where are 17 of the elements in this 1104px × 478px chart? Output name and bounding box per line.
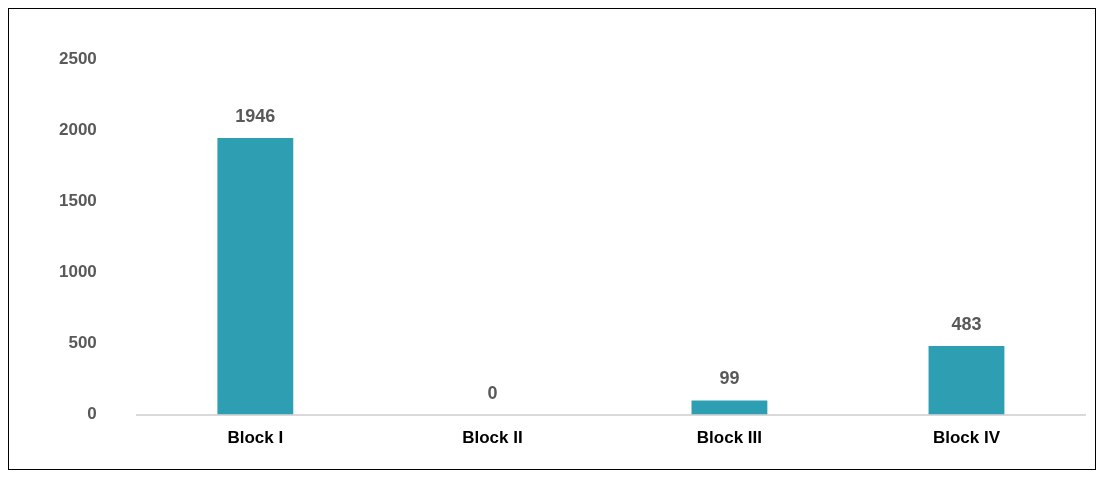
data-label: 1946 xyxy=(235,105,276,126)
bar xyxy=(217,137,294,415)
x-tick-label: Block I xyxy=(227,428,284,448)
y-tick-label: 500 xyxy=(68,333,97,353)
x-tick-label: Block IV xyxy=(932,428,1001,448)
x-tick-label: Block III xyxy=(696,428,763,448)
y-tick-label: 1500 xyxy=(58,191,97,211)
data-label: 0 xyxy=(487,382,498,403)
bar xyxy=(691,400,768,415)
y-tick-label: 1000 xyxy=(58,262,97,282)
y-tick-label: 0 xyxy=(87,404,97,424)
x-tick-label: Block II xyxy=(462,428,523,448)
y-tick-label: 2000 xyxy=(58,119,97,139)
y-tick-label: 2500 xyxy=(58,48,97,68)
data-label: 99 xyxy=(719,368,740,389)
bar xyxy=(928,345,1005,415)
data-label: 483 xyxy=(951,313,982,334)
